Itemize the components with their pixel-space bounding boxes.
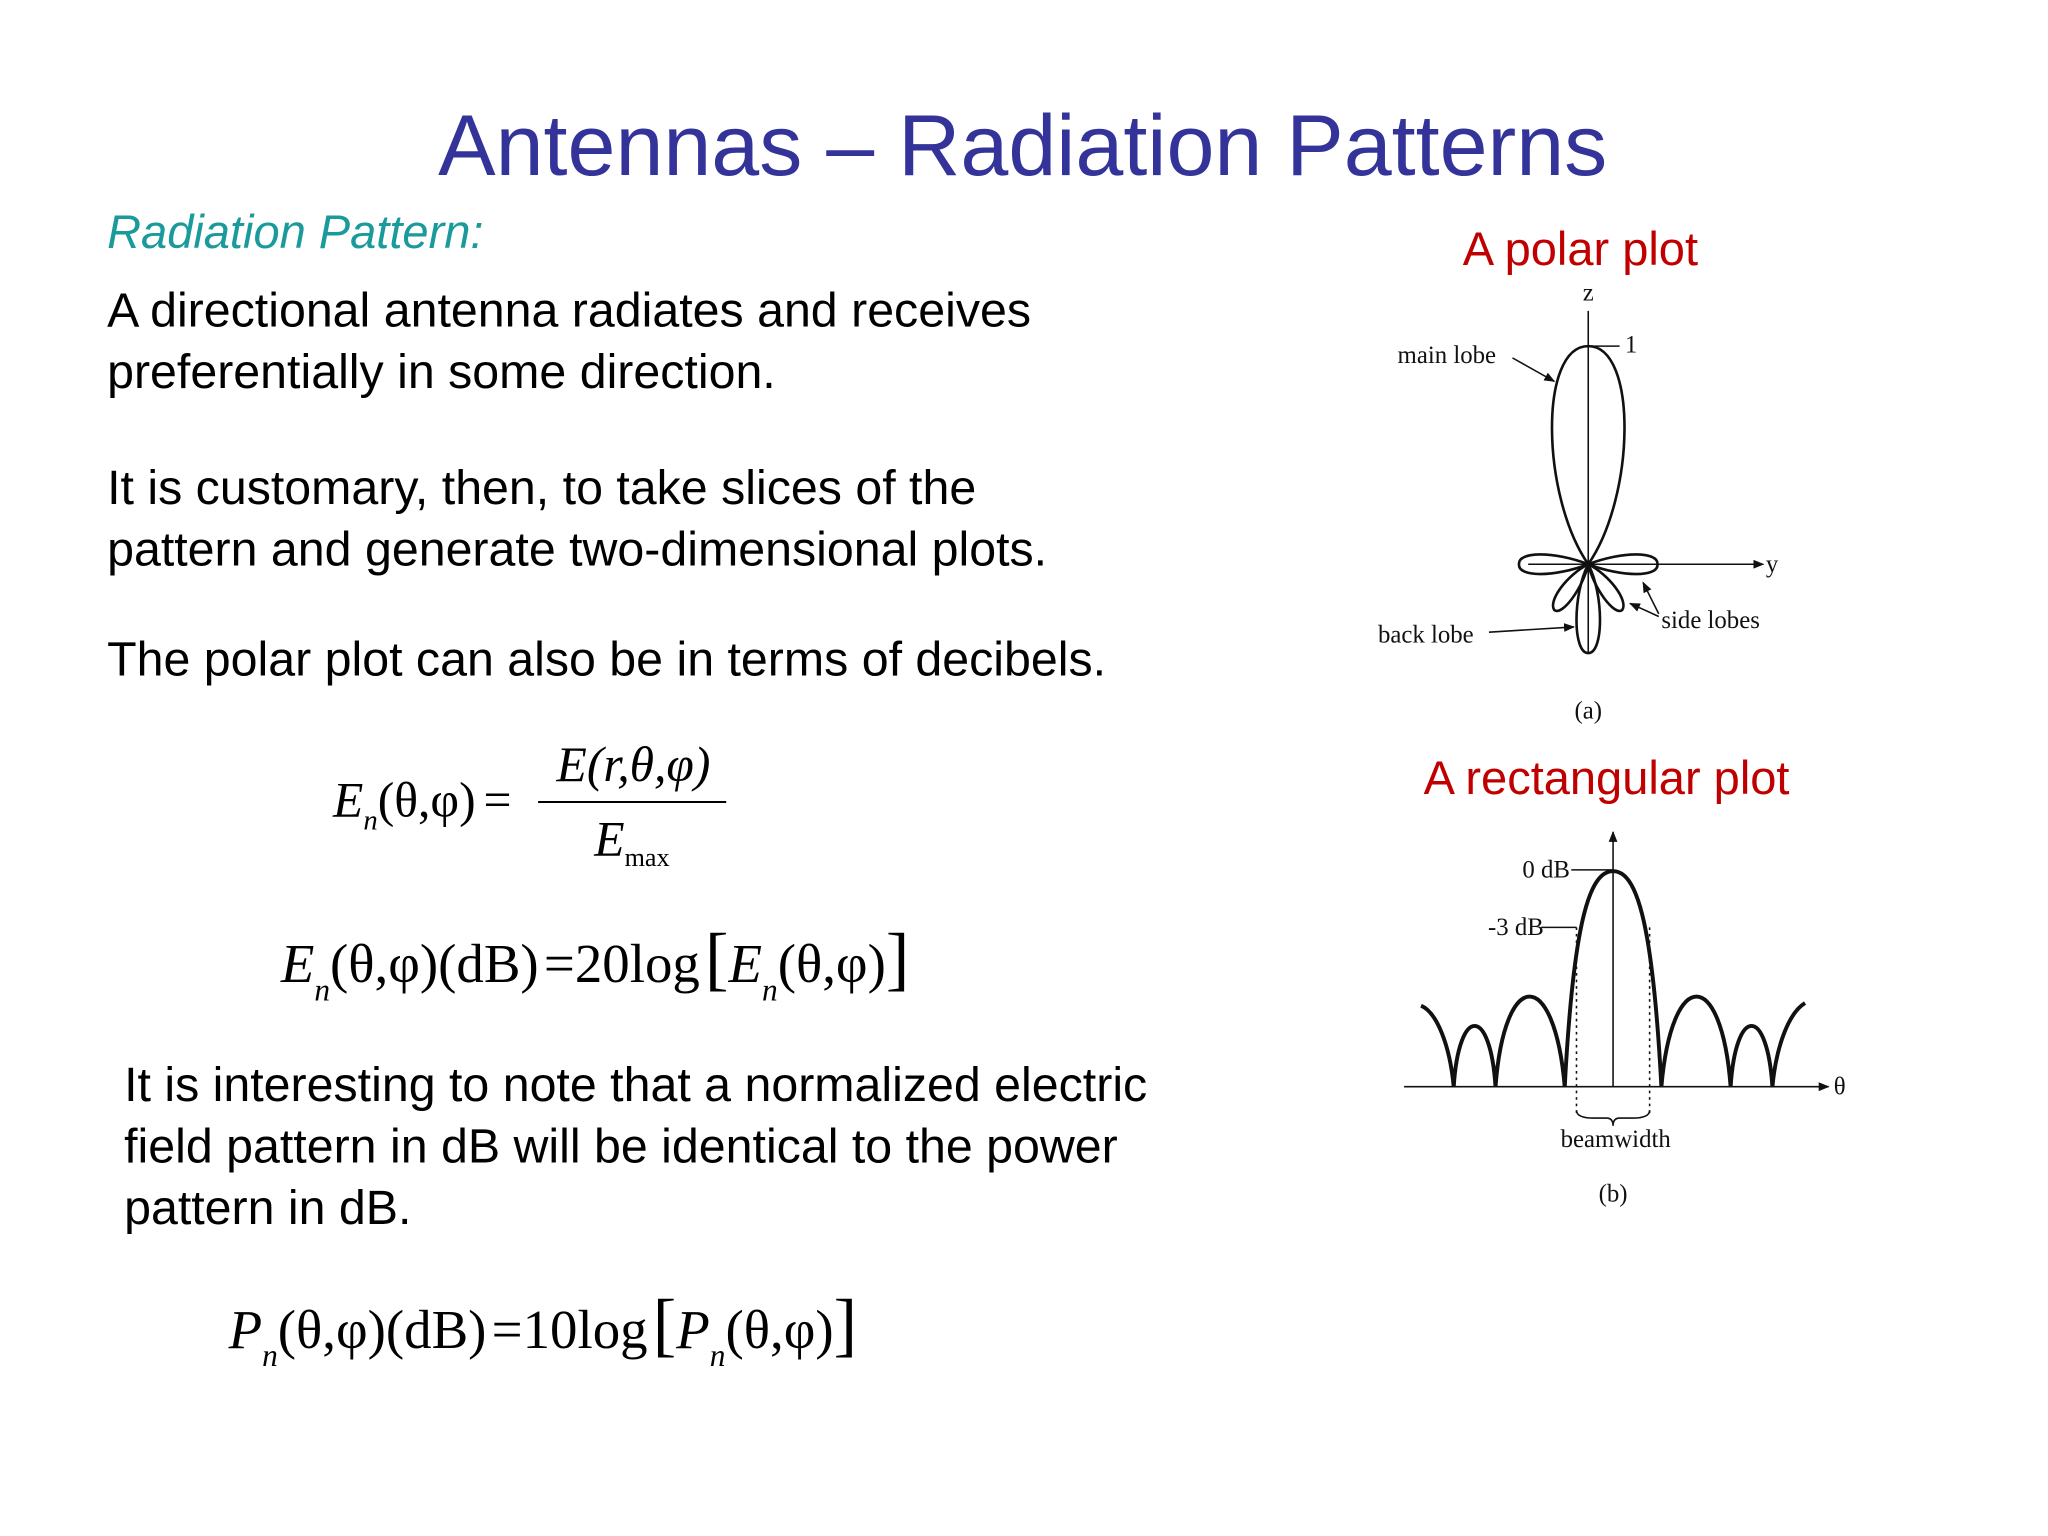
caption: (a) bbox=[1574, 697, 1602, 724]
subtitle: Radiation Pattern: bbox=[107, 205, 483, 258]
side-lobes bbox=[1420, 994, 1807, 1087]
polar-heading: A polar plot bbox=[1463, 222, 1698, 275]
back-lobe-label: back lobe bbox=[1378, 622, 1474, 649]
eq-inner: P bbox=[675, 1299, 710, 1360]
eq2: En(θ,φ)(dB) =20log[En(θ,φ)] bbox=[280, 920, 910, 1007]
eq3: Pn(θ,φ)(dB) =10log[Pn(θ,φ)] bbox=[228, 1286, 858, 1373]
eq-coef: 10 bbox=[523, 1299, 578, 1360]
paragraph-line: It is interesting to note that a normali… bbox=[124, 1058, 1147, 1112]
eq-open: [ bbox=[653, 1286, 676, 1364]
eq-args: (θ,φ)(dB) bbox=[330, 933, 539, 994]
eq1-num: E(r,θ,φ) bbox=[556, 737, 711, 792]
rect-heading: A rectangular plot bbox=[1424, 751, 1790, 804]
paragraph-line: A directional antenna radiates and recei… bbox=[107, 284, 1031, 338]
eq-args: (θ,φ)(dB) bbox=[278, 1299, 487, 1360]
polar-plot: z 1 main lobe y side lobes back lobe (a) bbox=[1378, 279, 1779, 724]
eq-close: ] bbox=[834, 1286, 857, 1364]
eq-inner-sub: n bbox=[762, 972, 778, 1007]
eq-log: log bbox=[630, 933, 700, 994]
eq-sub: max bbox=[625, 843, 670, 872]
equation: En(θ,φ)(dB) =20log[En(θ,φ)] bbox=[280, 920, 910, 1007]
eq-args: (θ,φ) bbox=[378, 772, 476, 827]
back-lobe bbox=[1575, 561, 1602, 655]
pointer bbox=[1642, 581, 1660, 615]
eq-lhs: P bbox=[228, 1299, 263, 1360]
paragraph-line: field pattern in dB will be identical to… bbox=[124, 1119, 1118, 1173]
eq-lhs-sub: n bbox=[314, 972, 330, 1007]
eq-symbol: E bbox=[332, 772, 363, 827]
pointer bbox=[1629, 602, 1660, 618]
minus3-db-label: -3 dB bbox=[1488, 914, 1544, 941]
pointer bbox=[1512, 357, 1556, 383]
caption: (b) bbox=[1599, 1181, 1628, 1208]
main-beam bbox=[1562, 869, 1664, 1087]
eq1-lhs: En(θ,φ) = bbox=[332, 772, 511, 836]
eq-lhs: E bbox=[280, 933, 315, 994]
z-label: z bbox=[1583, 279, 1594, 306]
paragraph-line: The polar plot can also be in terms of d… bbox=[107, 632, 1106, 686]
paragraph-line: pattern and generate two-dimensional plo… bbox=[107, 523, 1047, 577]
paragraph-line: It is customary, then, to take slices of… bbox=[107, 461, 976, 515]
main-lobe-label: main lobe bbox=[1398, 342, 1496, 369]
eq1-den: Emax bbox=[593, 812, 669, 872]
eq-symbol: E bbox=[593, 812, 624, 867]
zero-db-label: 0 dB bbox=[1522, 857, 1570, 884]
side-lobe bbox=[1584, 553, 1659, 576]
eq-inner: E bbox=[728, 933, 763, 994]
equation: Pn(θ,φ)(dB) =10log[Pn(θ,φ)] bbox=[228, 1286, 858, 1373]
pointer bbox=[1488, 623, 1575, 633]
eq-inner-sub: n bbox=[710, 1338, 726, 1373]
title: Antennas – Radiation Patterns bbox=[438, 98, 1607, 194]
paragraph-line: pattern in dB. bbox=[124, 1181, 411, 1235]
unit-label: 1 bbox=[1625, 332, 1637, 359]
eq-close: ] bbox=[886, 920, 909, 998]
side-lobes-label: side lobes bbox=[1661, 607, 1760, 634]
eq-eq: = bbox=[544, 933, 575, 994]
theta-label: θ bbox=[1834, 1074, 1846, 1101]
eq-sub: n bbox=[363, 804, 377, 836]
eq-coef: 20 bbox=[575, 933, 630, 994]
y-label: y bbox=[1766, 551, 1779, 578]
eq-inner-args: (θ,φ) bbox=[778, 933, 886, 994]
eq-log: log bbox=[577, 1299, 647, 1360]
eq-open: [ bbox=[705, 920, 728, 998]
paragraph-line: preferentially in some direction. bbox=[107, 345, 776, 399]
rect-plot: 0 dB -3 dB θ beamwidth (b) bbox=[1404, 830, 1846, 1208]
eq-equals: = bbox=[483, 772, 511, 827]
beamwidth-label: beamwidth bbox=[1561, 1126, 1672, 1153]
paragraphs: A directional antenna radiates and recei… bbox=[107, 284, 1147, 1235]
eq-inner-args: (θ,φ) bbox=[725, 1299, 833, 1360]
side-lobe bbox=[1517, 553, 1592, 576]
brace bbox=[1575, 1110, 1651, 1126]
eq-lhs-sub: n bbox=[262, 1338, 278, 1373]
eq-eq: = bbox=[492, 1299, 523, 1360]
